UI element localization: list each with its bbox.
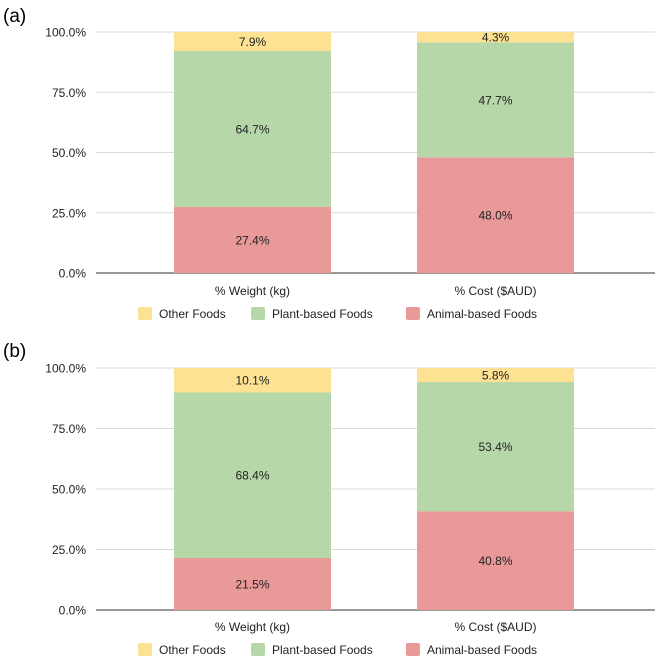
bar-segment-other-foods (417, 368, 574, 383)
data-label: 53.4% (478, 440, 512, 454)
legend-swatch (138, 643, 152, 656)
y-tick-label: 50.0% (52, 146, 86, 160)
bar-segment-other-foods (174, 368, 331, 393)
data-label: 64.7% (235, 123, 269, 137)
bar-segment-plant-based-foods (417, 382, 574, 512)
data-label: 27.4% (235, 233, 269, 247)
data-label: 40.8% (478, 554, 512, 568)
data-label: 21.5% (235, 577, 269, 591)
y-tick-label: 75.0% (52, 86, 86, 100)
data-label: 7.9% (239, 35, 267, 49)
bar-segment-animal-based-foods (417, 511, 574, 610)
legend-label: Other Foods (159, 643, 226, 657)
bar-segment-animal-based-foods (174, 206, 331, 273)
y-tick-label: 0.0% (59, 604, 87, 618)
x-category-label: % Cost ($AUD) (454, 284, 536, 298)
data-label: 48.0% (478, 209, 512, 223)
bar-segment-animal-based-foods (417, 157, 574, 273)
legend-label: Other Foods (159, 307, 226, 321)
legend-label: Plant-based Foods (272, 307, 373, 321)
y-tick-label: 100.0% (45, 26, 86, 40)
x-category-label: % Weight (kg) (215, 284, 290, 298)
data-label: 68.4% (235, 469, 269, 483)
bar-segment-plant-based-foods (174, 51, 331, 207)
legend-label: Animal-based Foods (427, 307, 537, 321)
chart-panel-a: (a) 0.0% 25.0% 50.0% 75.0% 100.0% 27.4% 64.7% 7.… (3, 6, 655, 321)
x-category-label: % Cost ($AUD) (454, 620, 536, 634)
bar-segment-other-foods (417, 32, 574, 43)
y-tick-label: 25.0% (52, 206, 86, 220)
x-category-label: % Weight (kg) (215, 620, 290, 634)
data-label: 10.1% (235, 374, 269, 388)
data-label: 47.7% (478, 93, 512, 107)
bar-segment-animal-based-foods (174, 557, 331, 610)
data-label: 5.8% (482, 369, 510, 383)
chart-panel-b: (b) 0.0% 25.0% 50.0% 75.0% 100.0% 21.5% 68.4% 10… (3, 341, 655, 657)
legend-swatch (251, 643, 265, 656)
panel-label: (b) (3, 341, 26, 362)
legend-label: Plant-based Foods (272, 643, 373, 657)
legend-swatch (406, 643, 420, 656)
legend-swatch (251, 307, 265, 320)
y-tick-label: 100.0% (45, 362, 86, 376)
bar-segment-plant-based-foods (174, 392, 331, 558)
legend-label: Animal-based Foods (427, 643, 537, 657)
panel-label: (a) (3, 6, 26, 27)
bar-segment-other-foods (174, 32, 331, 52)
y-tick-label: 0.0% (59, 267, 87, 281)
y-tick-label: 50.0% (52, 483, 86, 497)
legend-swatch (406, 307, 420, 320)
y-tick-label: 25.0% (52, 543, 86, 557)
y-tick-label: 75.0% (52, 422, 86, 436)
legend-swatch (138, 307, 152, 320)
data-label: 4.3% (482, 31, 510, 45)
bar-segment-plant-based-foods (417, 42, 574, 158)
